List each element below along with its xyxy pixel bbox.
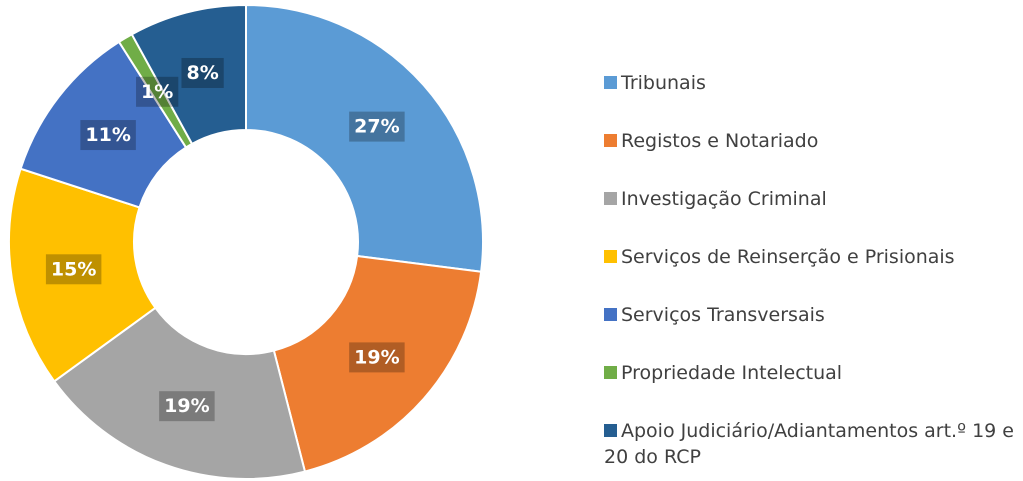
data-label-group: 19% <box>349 342 405 373</box>
data-label-bg <box>136 76 179 107</box>
legend-label: Serviços de Reinserção e Prisionais <box>621 246 955 268</box>
data-label: 19% <box>164 395 209 417</box>
data-label-bg <box>181 57 224 88</box>
donut-slice <box>130 3 247 146</box>
data-label: 15% <box>51 258 96 280</box>
legend-swatch <box>604 192 617 205</box>
legend-swatch <box>604 76 617 89</box>
data-label-group: 1% <box>136 76 179 107</box>
data-label: 19% <box>354 346 399 368</box>
data-label-bg <box>45 254 102 285</box>
data-label: 8% <box>186 62 218 84</box>
donut-slice <box>52 306 307 480</box>
legend-swatch <box>604 134 617 147</box>
donut-slice <box>272 254 483 473</box>
legend-swatch <box>604 424 617 437</box>
data-label-group: 8% <box>181 57 224 88</box>
legend-item: Propriedade Intelectual <box>604 360 1019 386</box>
data-label-bg <box>159 391 215 422</box>
data-label-bg <box>349 342 405 373</box>
data-label-group: 19% <box>159 391 215 422</box>
donut-slice <box>245 3 484 273</box>
data-label-bg <box>349 111 405 142</box>
legend-swatch <box>604 308 617 321</box>
legend-item: Serviços Transversais <box>604 302 1019 328</box>
legend-label: Registos e Notariado <box>621 130 819 152</box>
data-label: 27% <box>354 116 399 138</box>
data-label: 11% <box>85 124 130 146</box>
data-label-bg <box>80 120 136 151</box>
legend-item: Apoio Judiciário/Adiantamentos art.º 19 … <box>604 418 1019 470</box>
data-label: 1% <box>141 81 173 103</box>
legend-item: Registos e Notariado <box>604 128 1019 154</box>
legend-label: Tribunais <box>621 72 706 94</box>
legend-item: Serviços de Reinserção e Prisionais <box>604 244 1019 270</box>
legend-item: Investigação Criminal <box>604 186 1019 212</box>
legend-label: Apoio Judiciário/Adiantamentos art.º 19 … <box>604 420 1014 468</box>
legend-label: Investigação Criminal <box>621 188 827 210</box>
data-label-group: 15% <box>45 254 102 285</box>
data-label-group: 27% <box>349 111 405 142</box>
legend-swatch <box>604 366 617 379</box>
legend-swatch <box>604 250 617 263</box>
data-label-group: 11% <box>80 120 136 151</box>
legend-item: Tribunais <box>604 70 1019 96</box>
legend-label: Propriedade Intelectual <box>621 362 843 384</box>
legend-label: Serviços Transversais <box>621 304 825 326</box>
donut-slice <box>8 167 157 383</box>
